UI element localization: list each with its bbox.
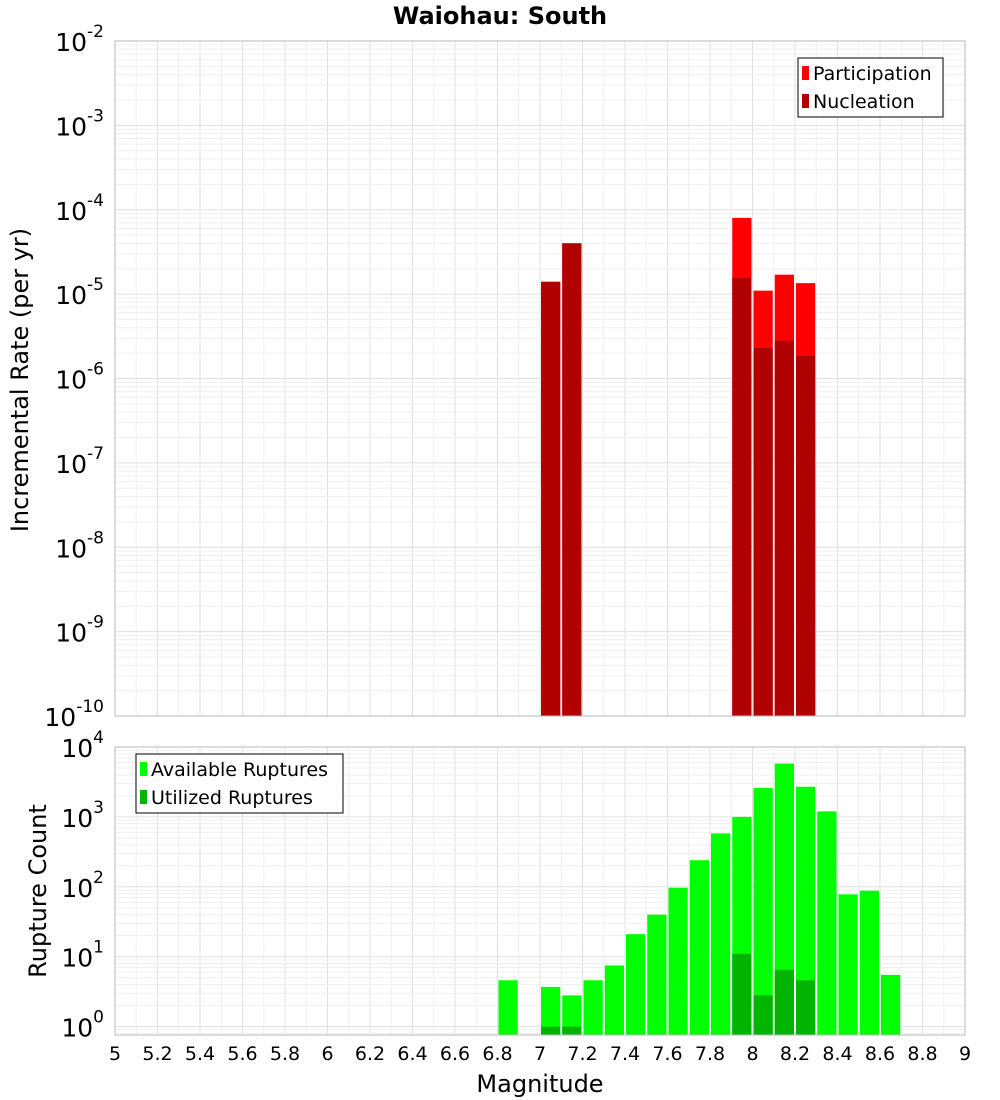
y-tick-label: 10-6 [55,360,104,395]
y-tick-label: 101 [61,938,104,973]
x-tick-label: 8.6 [865,1043,895,1065]
available-ruptures-bar [796,786,816,1035]
nucleation-legend-label: Nucleation [813,91,915,113]
utilized-ruptures-bar [562,1026,582,1035]
rate-grid [114,41,966,717]
y-tick-label: 10-8 [55,528,104,563]
rate-panel: 10-10 10-9 10-8 10-7 10-6 10-5 10-4 10-3 10-2 In… [6,22,966,732]
y-tick-label: 10-2 [55,22,104,57]
x-tick-label: 7.2 [567,1043,597,1065]
count-y-ticks: 100 101 102 103 104 [61,728,104,1043]
count-legend-box [135,753,344,814]
y-tick-label: 103 [61,798,104,833]
x-tick-label: 8.2 [780,1043,810,1065]
x-tick-label: 8.8 [907,1043,937,1065]
y-tick-label: 104 [61,728,104,763]
available-ruptures-bar [859,890,879,1035]
x-tick-label: 5.8 [270,1043,300,1065]
x-tick-label: 7.6 [652,1043,682,1065]
available-ruptures-bar [583,980,603,1035]
available-legend-swatch [140,762,147,776]
utilized-ruptures-bar [732,953,752,1035]
nucleation-bar [796,355,816,716]
x-tick-label: 5.6 [227,1043,257,1065]
utilized-ruptures-bar [796,980,816,1035]
chart-title: Waiohau: South [393,2,607,30]
x-tick-label: 7.4 [610,1043,640,1065]
x-tick-label: 6.4 [397,1043,427,1065]
rate-y-axis-label: Incremental Rate (per yr) [6,228,34,532]
available-ruptures-bar [626,934,646,1035]
rate-legend: Participation Nucleation [797,57,944,118]
available-ruptures-bar [668,887,688,1035]
rate-y-ticks: 10-10 10-9 10-8 10-7 10-6 10-5 10-4 10-3 10-2 [44,22,104,732]
available-ruptures-bar [774,763,794,1035]
nucleation-bar [774,340,794,716]
x-tick-label: 8.4 [822,1043,852,1065]
available-ruptures-bar [753,787,773,1035]
y-tick-label: 10-7 [55,444,104,479]
x-tick-label: 6.2 [355,1043,385,1065]
nucleation-bar [562,243,582,717]
y-tick-label: 10-4 [55,191,104,226]
rate-bars [541,217,816,717]
available-ruptures-bar [562,995,582,1035]
x-tick-label: 9 [959,1043,971,1065]
x-tick-label: 7 [534,1043,546,1065]
rate-plot-frame [114,40,966,717]
y-tick-label: 10-10 [44,697,104,732]
x-tick-label: 8 [746,1043,758,1065]
nucleation-bar [541,281,561,716]
available-ruptures-bar [541,986,561,1035]
rate-legend-box [797,57,944,118]
available-ruptures-bar [711,833,731,1035]
utilized-ruptures-bar [541,1026,561,1035]
count-plot-frame [114,746,966,1036]
available-ruptures-bar [498,980,518,1035]
y-tick-label: 100 [61,1008,104,1043]
count-panel: 100 101 102 103 104 5 5.2 5.4 5.6 5.8 6 6.2 6.4 6.6 6… [24,728,971,1098]
nucleation-bar [732,278,752,716]
x-tick-label: 6.8 [482,1043,512,1065]
utilized-legend-swatch [140,790,147,804]
available-ruptures-bar [604,965,624,1035]
x-tick-label: 5 [109,1043,121,1065]
y-tick-label: 10-5 [55,275,104,310]
utilized-ruptures-bar [774,969,794,1035]
nucleation-legend-swatch [802,94,809,108]
y-tick-label: 10-9 [55,613,104,648]
utilized-legend-label: Utilized Ruptures [151,787,313,809]
available-ruptures-bar [881,974,901,1035]
available-ruptures-bar [647,914,667,1035]
x-tick-label: 7.8 [695,1043,725,1065]
available-legend-label: Available Ruptures [151,759,328,781]
available-ruptures-bar [689,860,709,1035]
available-ruptures-bar [838,894,858,1035]
utilized-ruptures-bar [753,995,773,1035]
x-tick-label: 5.2 [142,1043,172,1065]
x-axis-label: Magnitude [476,1070,603,1098]
count-y-axis-label: Rupture Count [24,804,52,978]
y-tick-label: 102 [61,868,104,903]
count-legend: Available Ruptures Utilized Ruptures [135,753,344,814]
available-ruptures-bar [817,811,837,1035]
x-tick-label: 5.4 [185,1043,215,1065]
magnitude-x-ticks: 5 5.2 5.4 5.6 5.8 6 6.2 6.4 6.6 6.8 7 7.2 7.4 7.6 7.8 8… [109,1043,971,1065]
nucleation-bar [753,347,773,716]
x-tick-label: 6 [321,1043,333,1065]
count-bars [498,763,901,1035]
x-tick-label: 6.6 [440,1043,470,1065]
participation-legend-label: Participation [813,63,932,85]
participation-legend-swatch [802,66,809,80]
y-tick-label: 10-3 [55,106,104,141]
